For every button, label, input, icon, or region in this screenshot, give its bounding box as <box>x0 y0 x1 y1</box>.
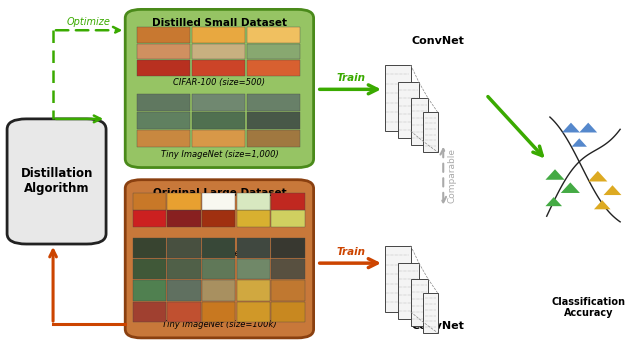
Bar <box>192 94 245 111</box>
Polygon shape <box>545 169 564 180</box>
Bar <box>132 238 166 258</box>
Bar <box>192 60 245 76</box>
Bar <box>168 238 201 258</box>
Bar <box>136 28 189 43</box>
Polygon shape <box>545 197 562 206</box>
Polygon shape <box>562 122 580 133</box>
FancyBboxPatch shape <box>7 119 106 244</box>
Bar <box>237 210 270 227</box>
Polygon shape <box>579 122 597 133</box>
Text: Train: Train <box>336 247 365 257</box>
Text: Tiny ImageNet (size=1,000): Tiny ImageNet (size=1,000) <box>161 150 278 159</box>
Text: Distilled Small Dataset: Distilled Small Dataset <box>152 18 287 28</box>
Bar <box>271 259 305 279</box>
Bar <box>271 280 305 301</box>
Polygon shape <box>572 138 587 147</box>
Bar <box>202 259 236 279</box>
Text: Distillation
Algorithm: Distillation Algorithm <box>20 168 93 195</box>
Bar <box>271 302 305 322</box>
FancyBboxPatch shape <box>125 9 314 168</box>
Bar <box>202 193 236 210</box>
FancyBboxPatch shape <box>385 246 411 312</box>
Bar <box>202 238 236 258</box>
Text: Train: Train <box>336 73 365 83</box>
Bar <box>247 28 300 43</box>
FancyBboxPatch shape <box>125 180 314 338</box>
Text: ConvNet: ConvNet <box>412 321 465 331</box>
FancyBboxPatch shape <box>398 263 419 319</box>
Bar <box>168 210 201 227</box>
FancyBboxPatch shape <box>385 65 411 131</box>
FancyBboxPatch shape <box>398 82 419 138</box>
Text: Optimize: Optimize <box>67 17 111 27</box>
Bar <box>192 130 245 147</box>
Bar <box>271 238 305 258</box>
Bar <box>132 280 166 301</box>
Polygon shape <box>604 185 621 195</box>
Bar <box>271 193 305 210</box>
Bar <box>237 280 270 301</box>
Text: Comparable: Comparable <box>448 148 457 203</box>
Bar <box>247 130 300 147</box>
Bar <box>136 60 189 76</box>
Bar <box>237 238 270 258</box>
Bar <box>132 259 166 279</box>
Text: Classification
Accuracy: Classification Accuracy <box>551 297 625 318</box>
Bar <box>237 302 270 322</box>
Polygon shape <box>588 171 607 181</box>
Bar <box>168 193 201 210</box>
Bar <box>192 28 245 43</box>
Bar <box>271 210 305 227</box>
Polygon shape <box>561 183 580 193</box>
Bar <box>132 193 166 210</box>
FancyBboxPatch shape <box>411 98 428 145</box>
Bar <box>168 280 201 301</box>
Bar <box>168 302 201 322</box>
Bar <box>136 44 189 59</box>
Bar <box>202 210 236 227</box>
Text: ConvNet: ConvNet <box>412 36 465 46</box>
Bar <box>132 210 166 227</box>
Bar <box>202 302 236 322</box>
Bar <box>192 112 245 129</box>
Bar <box>202 280 236 301</box>
Bar <box>136 130 189 147</box>
Bar <box>136 94 189 111</box>
Bar <box>247 112 300 129</box>
Bar <box>247 94 300 111</box>
FancyBboxPatch shape <box>424 293 438 333</box>
Bar <box>192 44 245 59</box>
Text: Original Large Dataset: Original Large Dataset <box>152 188 286 198</box>
Bar <box>136 112 189 129</box>
Text: CIFAR-100 (size=500): CIFAR-100 (size=500) <box>173 79 266 88</box>
Bar <box>237 193 270 210</box>
FancyBboxPatch shape <box>424 112 438 152</box>
Bar <box>132 302 166 322</box>
Polygon shape <box>594 200 611 209</box>
Bar <box>168 259 201 279</box>
Text: Tiny ImageNet (size=100k): Tiny ImageNet (size=100k) <box>162 320 276 329</box>
Bar <box>237 259 270 279</box>
Bar <box>247 60 300 76</box>
Bar <box>247 44 300 59</box>
Text: CIFAR-100 (size=50k): CIFAR-100 (size=50k) <box>173 249 265 258</box>
FancyBboxPatch shape <box>411 279 428 326</box>
